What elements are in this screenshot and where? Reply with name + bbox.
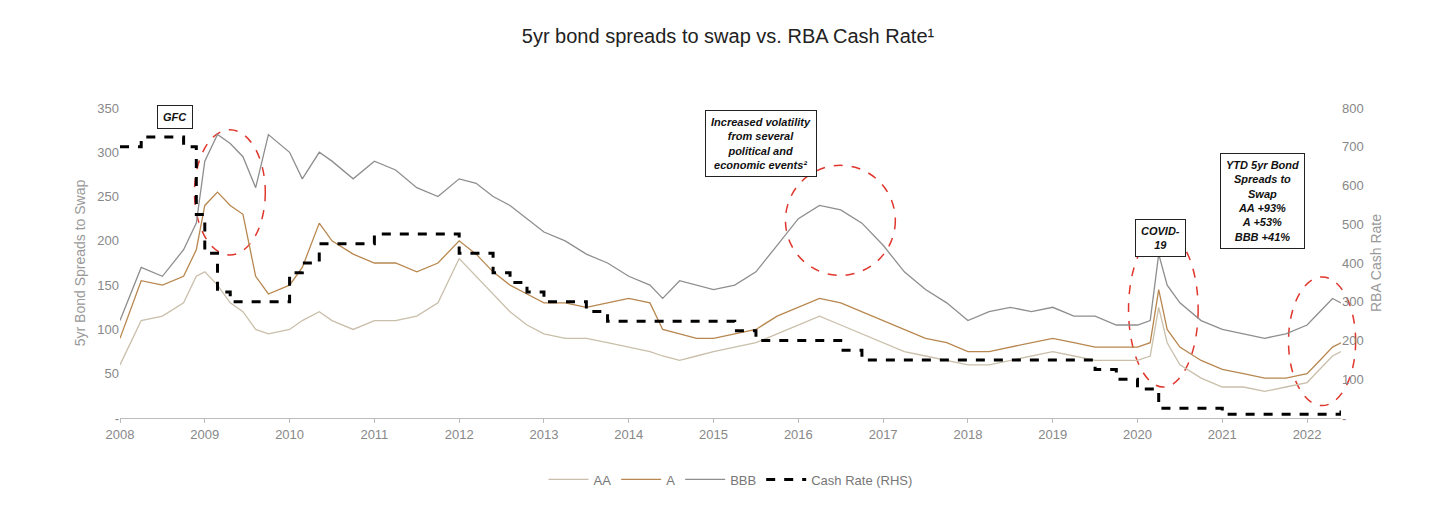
svg-text:350: 350: [97, 101, 119, 116]
svg-text:2016: 2016: [784, 427, 813, 442]
svg-text:300: 300: [1342, 294, 1364, 309]
svg-text:150: 150: [97, 278, 119, 293]
svg-text:800: 800: [1342, 101, 1364, 116]
svg-text:400: 400: [1342, 256, 1364, 271]
svg-text:A: A: [666, 473, 675, 488]
svg-text:2019: 2019: [1038, 427, 1067, 442]
svg-text:2010: 2010: [275, 427, 304, 442]
svg-text:2015: 2015: [699, 427, 728, 442]
svg-text:2009: 2009: [190, 427, 219, 442]
svg-text:2011: 2011: [360, 427, 388, 442]
svg-text:200: 200: [97, 233, 119, 248]
svg-text:BBB: BBB: [730, 473, 756, 488]
svg-text:2021: 2021: [1208, 427, 1237, 442]
svg-text:500: 500: [1342, 217, 1364, 232]
svg-text:AA: AA: [594, 473, 612, 488]
svg-text:-: -: [1342, 411, 1346, 426]
svg-text:Cash Rate (RHS): Cash Rate (RHS): [811, 473, 912, 488]
svg-text:2012: 2012: [445, 427, 474, 442]
svg-text:50: 50: [105, 366, 119, 381]
svg-text:250: 250: [97, 189, 119, 204]
svg-text:COVID-19: COVID-19: [1141, 225, 1180, 251]
svg-text:2014: 2014: [614, 427, 643, 442]
svg-text:100: 100: [1342, 372, 1364, 387]
svg-text:-: -: [115, 411, 119, 426]
svg-text:YTD 5yr BondSpreads toSwapAA +: YTD 5yr BondSpreads toSwapAA +93%A +53%B…: [1226, 159, 1299, 243]
svg-text:2020: 2020: [1123, 427, 1152, 442]
svg-text:2013: 2013: [529, 427, 558, 442]
svg-text:5yr Bond Spreads to Swap: 5yr Bond Spreads to Swap: [72, 180, 88, 347]
svg-text:RBA Cash Rate: RBA Cash Rate: [1368, 214, 1384, 312]
svg-text:2022: 2022: [1293, 427, 1322, 442]
svg-text:GFC: GFC: [163, 111, 187, 123]
svg-text:2018: 2018: [953, 427, 982, 442]
svg-text:100: 100: [97, 322, 119, 337]
svg-text:Increased volatilityfrom sever: Increased volatilityfrom severalpolitica…: [711, 116, 811, 171]
svg-text:300: 300: [97, 145, 119, 160]
svg-text:5yr bond spreads to swap vs. R: 5yr bond spreads to swap vs. RBA Cash Ra…: [522, 25, 935, 47]
svg-text:2008: 2008: [106, 427, 135, 442]
svg-text:600: 600: [1342, 178, 1364, 193]
svg-text:200: 200: [1342, 333, 1364, 348]
svg-text:2017: 2017: [869, 427, 898, 442]
svg-text:700: 700: [1342, 139, 1364, 154]
